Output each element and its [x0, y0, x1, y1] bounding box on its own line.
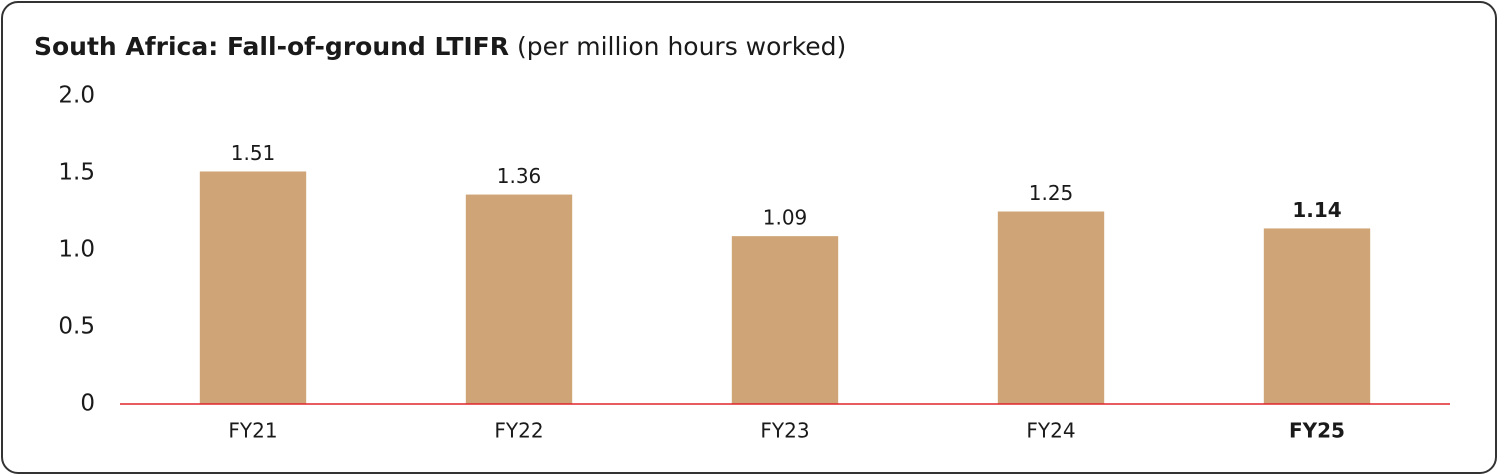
bar: [997, 211, 1105, 404]
x-tick-label: FY22: [494, 419, 543, 443]
x-tick-label: FY24: [1026, 419, 1075, 443]
value-label: 1.09: [763, 206, 808, 230]
bar: [731, 236, 839, 404]
bar: [465, 194, 573, 404]
y-tick-label: 2.0: [58, 83, 95, 109]
y-tick-label: 0: [80, 391, 95, 417]
bar: [199, 171, 307, 404]
title-unit: (per million hours worked): [517, 32, 846, 61]
x-tick-label: FY25: [1289, 419, 1345, 443]
x-tick-label: FY23: [760, 419, 809, 443]
value-label: 1.25: [1029, 181, 1074, 205]
y-tick-label: 0.5: [58, 314, 95, 340]
title-main: South Africa: Fall-of-ground LTIFR: [34, 32, 509, 61]
chart-title: South Africa: Fall-of-ground LTIFR (per m…: [34, 32, 846, 61]
y-tick-label: 1.0: [58, 237, 95, 263]
value-label: 1.51: [231, 141, 276, 165]
value-label: 1.36: [497, 164, 542, 188]
x-tick-label: FY21: [228, 419, 277, 443]
bar: [1263, 228, 1371, 404]
y-tick-label: 1.5: [58, 160, 95, 186]
value-label: 1.14: [1292, 198, 1341, 222]
